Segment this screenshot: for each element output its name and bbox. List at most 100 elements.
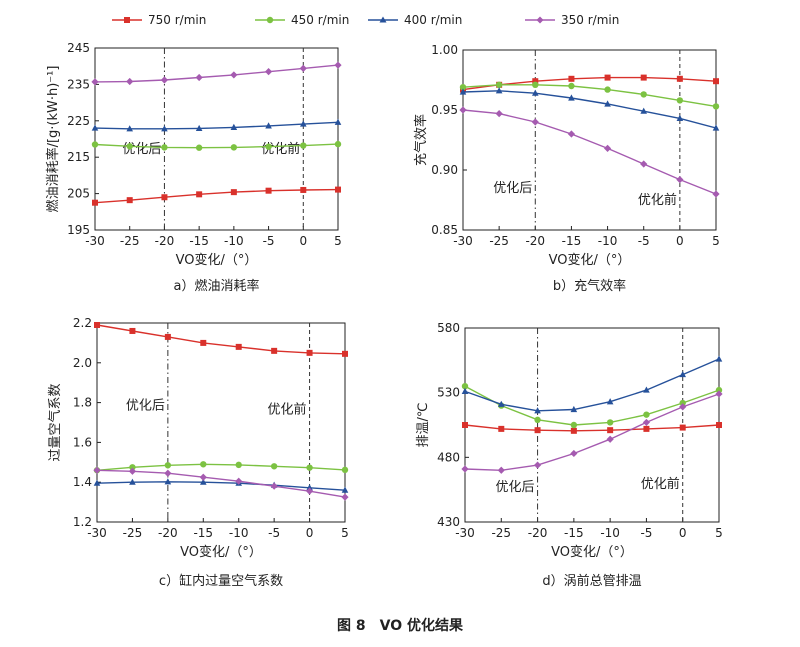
data-point-350 [341,493,349,501]
data-point-350 [459,106,467,114]
data-point-750 [570,427,577,434]
x-tick-label: -30 [455,526,475,540]
series-line-350 [94,64,339,83]
y-tick-label: 580 [437,321,460,335]
data-point-750 [265,187,272,194]
data-point-450 [712,103,720,110]
data-point-450 [164,462,172,469]
data-point-400 [195,124,203,132]
data-point-400 [461,387,469,394]
panel-caption: a）燃油消耗率 [174,278,260,294]
y-tick-label: 0.85 [431,223,458,237]
data-point-750 [676,75,683,82]
y-tick-label: 1.6 [73,435,92,449]
x-tick-label: -15 [562,234,582,248]
y-tick-label: 2.0 [73,356,92,370]
data-point-400 [676,114,684,121]
series-line-400 [94,121,339,130]
data-point-750 [679,424,686,431]
data-point-450 [235,461,242,469]
data-point-450 [270,463,278,470]
data-point-450 [604,86,611,93]
data-point-750 [716,422,722,428]
data-point-400 [334,118,342,125]
data-point-450 [334,140,342,148]
data-point-350 [676,176,684,184]
panel-caption: c）缸内过量空气系数 [159,573,283,589]
x-axis-label: VO变化/（°） [176,252,258,268]
legend-item-750: 750 r/min [112,13,206,27]
data-point-450 [129,464,136,471]
data-point-400 [715,355,723,362]
y-axis-label: 过量空气系数 [47,383,63,461]
legend-label-750: 750 r/min [148,13,206,27]
data-point-350 [606,435,614,443]
data-point-450 [606,419,614,426]
data-point-400 [306,484,313,491]
y-tick-label: 530 [437,386,460,400]
series-line-450 [96,463,346,471]
y-tick-label: 225 [67,114,90,128]
x-tick-label: 0 [676,234,684,248]
data-point-750 [94,321,100,328]
data-point-450 [532,81,539,89]
data-point-750 [196,191,203,198]
data-point-350 [679,403,687,411]
data-point-350 [715,390,723,398]
data-point-750 [498,425,505,432]
chart-panel-fuel-consumption: -30 -25 -20 -15 -10 -5 0 5 195 205 215 225 235 245 VO变… [45,41,342,294]
data-point-450 [461,383,469,390]
data-point-350 [461,465,469,473]
y-tick-label: 1.8 [73,396,92,410]
data-point-400 [495,87,503,94]
y-tick-label: 2.2 [73,316,92,330]
y-tick-label: 215 [67,150,90,164]
y-axis-label: 充气效率 [413,114,429,166]
x-tick-label: -5 [263,234,275,248]
data-point-400 [161,125,168,132]
data-point-750 [300,186,307,193]
data-point-350 [128,467,137,475]
data-point-350 [712,190,720,198]
legend-item-350: 350 r/min [525,13,619,27]
data-point-350 [533,461,542,469]
data-point-750 [200,339,207,346]
data-point-350 [334,61,342,69]
data-point-750 [462,422,468,428]
data-point-450 [640,91,647,98]
x-tick-label: 5 [341,526,349,540]
data-point-450 [459,84,467,91]
y-tick-label: 0.90 [431,163,458,177]
series-line-400 [462,90,717,129]
figure-caption: 图 8 VO 优化结果 [337,617,464,634]
x-tick-label: -30 [453,234,473,248]
x-tick-label: -15 [193,526,213,540]
data-point-400 [604,100,611,107]
x-axis-label: VO变化/（°） [551,544,633,560]
annotation-label: 优化前 [638,192,677,208]
series-line-750 [464,424,720,432]
legend-label-400: 400 r/min [404,13,462,27]
data-point-750 [568,75,575,82]
data-point-350 [305,487,314,495]
legend-marker-750 [124,17,130,23]
data-point-450 [126,143,133,150]
y-tick-label: 1.00 [431,43,458,57]
data-point-400 [643,386,650,393]
x-tick-label: 0 [299,234,307,248]
data-point-350 [126,77,134,86]
series-line-400 [464,358,720,412]
data-point-350 [91,78,99,86]
annotation-label: 优化后 [126,399,165,414]
data-point-350 [299,64,307,72]
x-tick-label: -5 [268,526,280,540]
data-point-400 [265,122,272,129]
chart-panel-charging-efficiency: -30 -25 -20 -15 -10 -5 0 5 0.85 0.90 0.95 1.00 VO变化/… [413,43,720,294]
y-tick-label: 235 [67,77,90,91]
plot-frame [94,47,339,231]
data-point-400 [679,370,687,378]
annotation-label: 优化后 [496,480,535,495]
data-point-750 [230,189,237,196]
data-point-400 [341,486,349,493]
